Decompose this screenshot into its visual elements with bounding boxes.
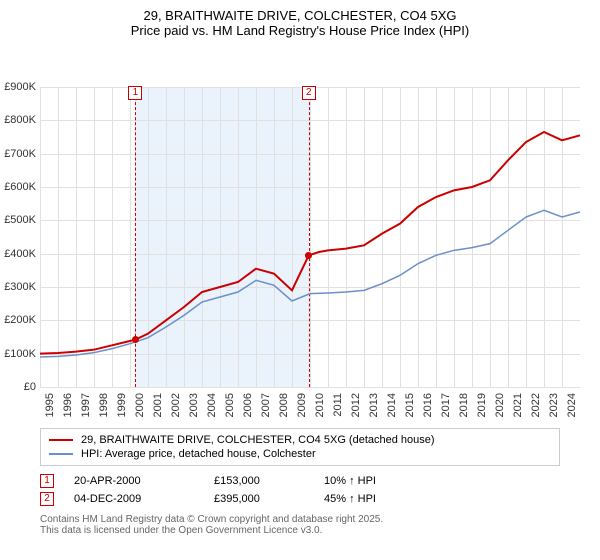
sale-point xyxy=(132,336,139,343)
x-axis-label: 2017 xyxy=(440,393,452,417)
legend-swatch xyxy=(49,453,73,455)
sale-pct: 45% ↑ HPI xyxy=(324,493,424,505)
x-axis-label: 2010 xyxy=(314,393,326,417)
legend-label: HPI: Average price, detached house, Colc… xyxy=(81,448,316,460)
x-axis-label: 2014 xyxy=(386,393,398,417)
x-axis-label: 2019 xyxy=(476,393,488,417)
title-line2: Price paid vs. HM Land Registry's House … xyxy=(0,23,600,38)
x-axis-label: 2004 xyxy=(206,393,218,417)
x-axis-label: 2011 xyxy=(332,393,344,417)
legend-item: HPI: Average price, detached house, Colc… xyxy=(49,447,551,461)
sales-table: 1 20-APR-2000 £153,000 10% ↑ HPI 2 04-DE… xyxy=(40,472,560,508)
x-axis-label: 2003 xyxy=(188,393,200,417)
sale-marker: 1 xyxy=(40,474,54,488)
sale-price: £395,000 xyxy=(214,493,304,505)
x-axis-label: 2008 xyxy=(278,393,290,417)
legend: 29, BRAITHWAITE DRIVE, COLCHESTER, CO4 5… xyxy=(40,428,560,466)
sale-pct: 10% ↑ HPI xyxy=(324,475,424,487)
sale-row: 1 20-APR-2000 £153,000 10% ↑ HPI xyxy=(40,472,560,490)
x-axis-label: 2013 xyxy=(368,393,380,417)
x-axis-label: 2024 xyxy=(566,393,578,417)
x-axis-label: 2006 xyxy=(242,393,254,417)
x-axis-label: 2018 xyxy=(458,393,470,417)
x-axis-label: 2022 xyxy=(530,393,542,417)
sale-date: 20-APR-2000 xyxy=(74,475,194,487)
x-axis-label: 2001 xyxy=(152,393,164,417)
sale-marker: 2 xyxy=(40,492,54,506)
x-axis-label: 1995 xyxy=(44,393,56,417)
series-price_paid xyxy=(40,132,580,354)
x-axis-label: 2005 xyxy=(224,393,236,417)
sale-row: 2 04-DEC-2009 £395,000 45% ↑ HPI xyxy=(40,490,560,508)
x-axis-label: 1997 xyxy=(80,393,92,417)
chart-lines xyxy=(0,42,580,387)
legend-label: 29, BRAITHWAITE DRIVE, COLCHESTER, CO4 5… xyxy=(81,434,435,446)
footer: Contains HM Land Registry data © Crown c… xyxy=(40,514,560,536)
x-axis-label: 2009 xyxy=(296,393,308,417)
title-line1: 29, BRAITHWAITE DRIVE, COLCHESTER, CO4 5… xyxy=(0,8,600,23)
x-axis-label: 2016 xyxy=(422,393,434,417)
x-axis-label: 2007 xyxy=(260,393,272,417)
x-axis-label: 2000 xyxy=(134,393,146,417)
sale-price: £153,000 xyxy=(214,475,304,487)
x-axis-label: 2023 xyxy=(548,393,560,417)
x-axis-label: 1999 xyxy=(116,393,128,417)
x-axis-label: 1998 xyxy=(98,393,110,417)
x-axis-label: 2012 xyxy=(350,393,362,417)
chart-title-block: 29, BRAITHWAITE DRIVE, COLCHESTER, CO4 5… xyxy=(0,0,600,42)
footer-line1: Contains HM Land Registry data © Crown c… xyxy=(40,514,560,525)
x-axis-label: 2020 xyxy=(494,393,506,417)
gridline-h xyxy=(40,387,580,388)
legend-swatch xyxy=(49,439,73,441)
footer-line2: This data is licensed under the Open Gov… xyxy=(40,525,560,536)
chart-area: £0£100K£200K£300K£400K£500K£600K£700K£80… xyxy=(0,42,600,422)
sale-date: 04-DEC-2009 xyxy=(74,493,194,505)
x-axis-label: 2002 xyxy=(170,393,182,417)
x-axis-label: 2021 xyxy=(512,393,524,417)
x-axis-label: 1996 xyxy=(62,393,74,417)
legend-item: 29, BRAITHWAITE DRIVE, COLCHESTER, CO4 5… xyxy=(49,433,551,447)
series-hpi xyxy=(40,210,580,357)
x-axis-label: 2015 xyxy=(404,393,416,417)
